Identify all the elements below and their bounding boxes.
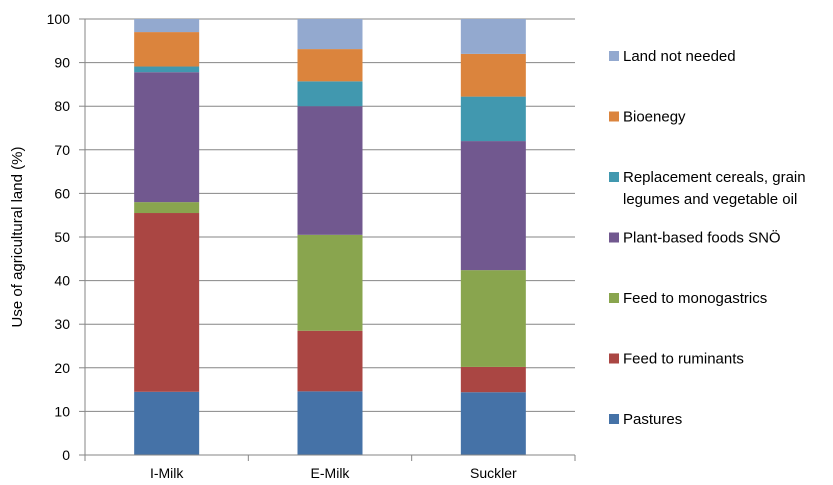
legend-label-0: Land not needed	[623, 48, 736, 65]
legend-swatch-0	[609, 51, 619, 61]
legend-swatch-5	[609, 353, 619, 364]
legend-label-4: Feed to monogastrics	[623, 290, 767, 307]
legend-swatch-3	[609, 232, 619, 243]
bar-e-milk-series-3	[297, 106, 363, 235]
y-tick-label-60: 60	[54, 185, 70, 201]
bar-i-milk-series-6	[134, 19, 200, 33]
bar-i-milk-series-3	[134, 72, 200, 203]
bar-suckler-series-0	[460, 392, 526, 455]
legend-swatch-4	[609, 293, 619, 303]
bar-e-milk-series-4	[297, 81, 363, 107]
y-axis-label: Use of agricultural land (%)	[9, 147, 26, 328]
bars	[134, 19, 526, 455]
y-tick-label-50: 50	[54, 229, 70, 245]
bar-suckler-series-6	[460, 19, 526, 54]
legend-label-6: Pastures	[623, 411, 682, 428]
x-tick-label-e-milk: E-Milk	[311, 465, 351, 481]
bar-i-milk-series-2	[134, 202, 200, 214]
y-tick-label-80: 80	[54, 98, 70, 114]
bar-suckler-series-4	[460, 96, 526, 142]
bar-e-milk-series-5	[297, 49, 363, 82]
x-tick-label-suckler: Suckler	[470, 465, 517, 481]
bar-e-milk-series-1	[297, 330, 363, 392]
legend-label-2: Replacement cereals, grain legumes and ve…	[623, 169, 806, 208]
bar-i-milk-series-0	[134, 391, 200, 455]
bar-suckler-series-3	[460, 141, 526, 271]
legend-swatch-1	[609, 111, 619, 122]
bar-suckler-series-5	[460, 53, 526, 97]
bar-suckler-series-1	[460, 366, 526, 393]
legend-swatch-6	[609, 414, 619, 424]
bar-e-milk-series-2	[297, 234, 363, 331]
y-tick-label-40: 40	[54, 273, 70, 289]
legend-label-5: Feed to ruminants	[623, 351, 744, 368]
bar-i-milk-series-4	[134, 66, 200, 73]
bar-i-milk-series-5	[134, 32, 200, 67]
y-tick-label-90: 90	[54, 55, 70, 71]
y-tick-label-70: 70	[54, 142, 70, 158]
y-tick-label-100: 100	[47, 11, 71, 27]
bar-e-milk-series-0	[297, 391, 363, 455]
x-tick-labels: I-Milk E-Milk Suckler	[150, 465, 517, 481]
y-tick-label-0: 0	[62, 447, 70, 463]
y-tick-labels: 0 10 20 30 40 50 60 70 80 90 100	[47, 11, 71, 463]
y-tick-label-10: 10	[54, 403, 70, 419]
bar-suckler-series-2	[460, 270, 526, 367]
axes	[79, 18, 576, 461]
bar-i-milk-series-1	[134, 213, 200, 392]
legend-label-3: Plant-based foods SNÖ	[623, 229, 781, 247]
x-tick-label-i-milk: I-Milk	[150, 465, 184, 481]
legend: Land not needed Bioenegy Replacement cerea…	[609, 48, 806, 428]
bar-e-milk-series-6	[297, 19, 363, 50]
legend-label-1: Bioenegy	[623, 109, 686, 126]
y-tick-label-30: 30	[54, 316, 70, 332]
legend-swatch-2	[609, 172, 619, 182]
y-tick-label-20: 20	[54, 360, 70, 376]
